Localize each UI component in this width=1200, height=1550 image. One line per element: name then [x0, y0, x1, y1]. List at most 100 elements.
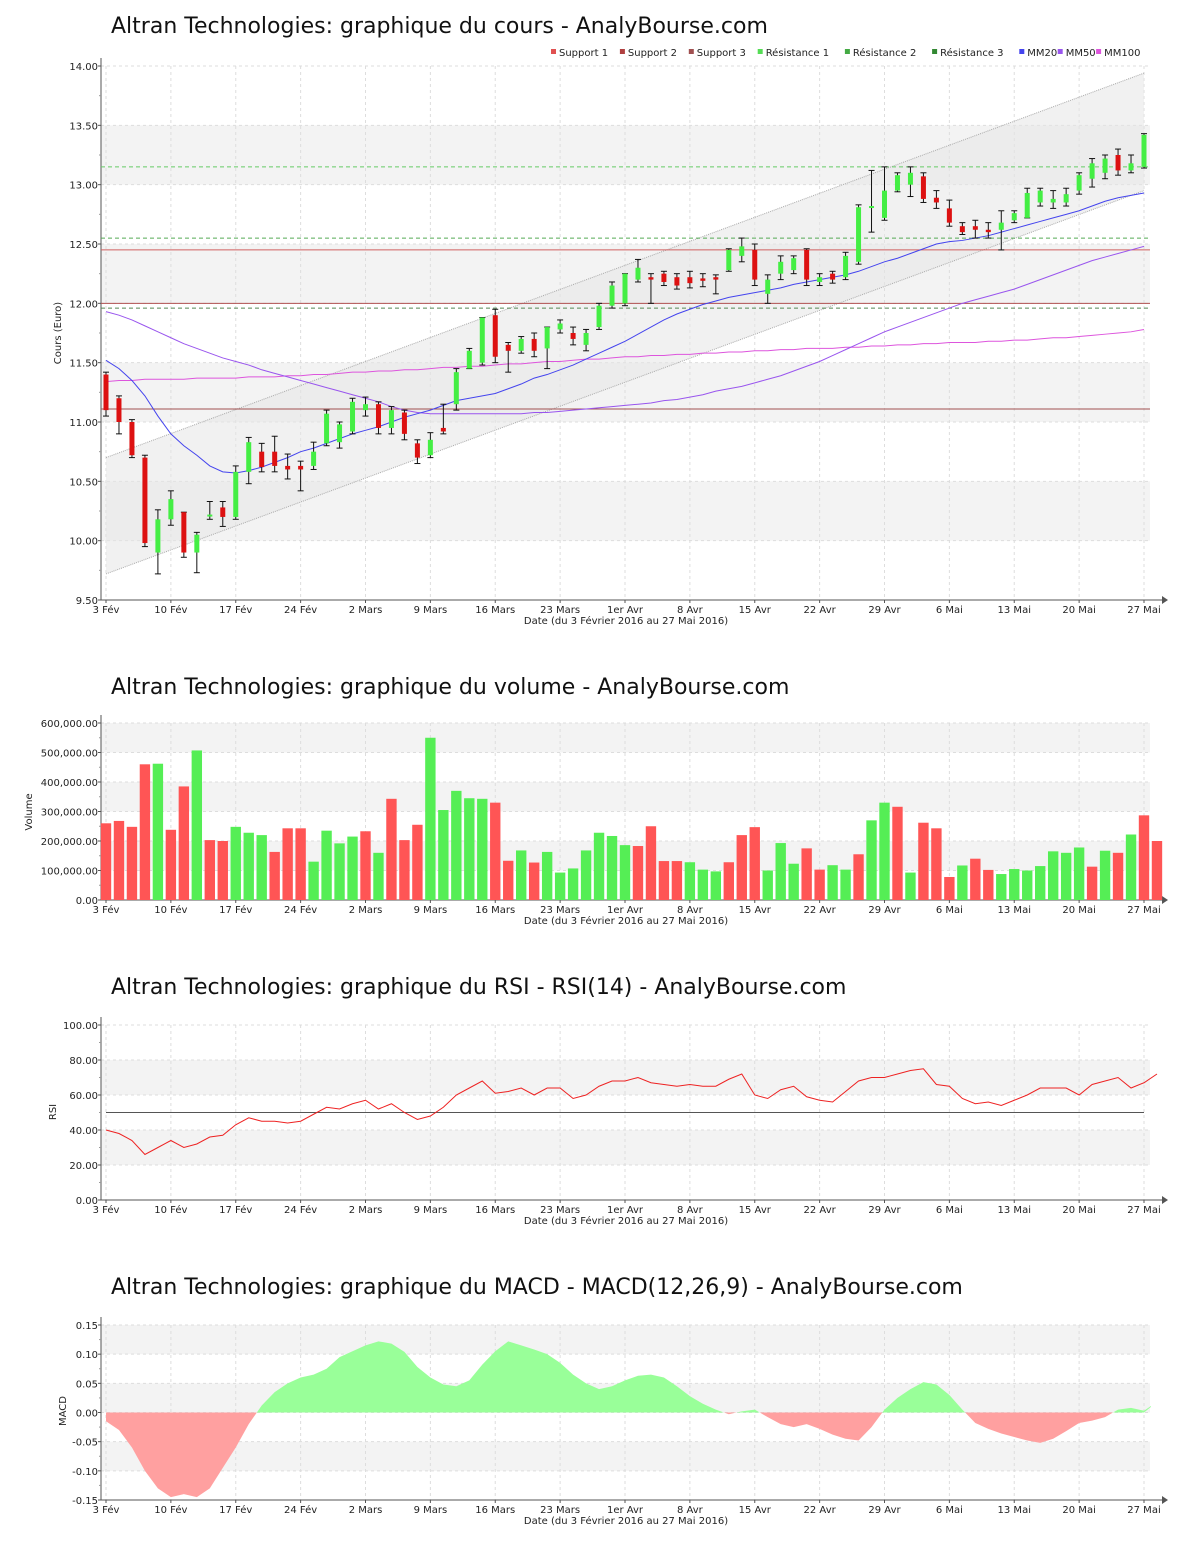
- volume-bar-up: [957, 865, 968, 900]
- x-tick-label: 23 Mars: [540, 1205, 580, 1216]
- rsi-y-axis-label: RSI: [48, 1104, 59, 1120]
- candle-down: [570, 333, 576, 339]
- macd-y-axis-label: MACD: [58, 1396, 69, 1426]
- macd-area-positive: [106, 1341, 1151, 1413]
- volume-chart-title: Altran Technologies: graphique du volume…: [111, 675, 789, 700]
- y-tick-label: 100,000.00: [41, 867, 98, 878]
- y-tick-label: 0.00: [76, 1409, 98, 1420]
- price-chart-title: Altran Technologies: graphique du cours …: [111, 14, 768, 39]
- candle-down: [505, 344, 511, 351]
- x-tick-label: 1er Avr: [607, 905, 644, 916]
- volume-bar-down: [632, 846, 644, 900]
- x-tick-label: 6 Mai: [936, 1505, 963, 1516]
- volume-bar-up: [775, 843, 786, 900]
- x-tick-label: 16 Mars: [475, 1205, 515, 1216]
- legend-swatch: [932, 49, 938, 54]
- candle-up: [1141, 134, 1147, 167]
- legend-swatch: [1096, 49, 1102, 54]
- x-tick-label: 24 Fév: [284, 1204, 317, 1216]
- volume-bar-up: [866, 820, 877, 900]
- macd-chart: -0.15 -0.10 -0.05 0.00 0.05 0.10 0.15 3 Fév 10 F…: [72, 1317, 1168, 1516]
- candle-up: [324, 413, 330, 444]
- x-tick-label: 16 Mars: [475, 605, 515, 616]
- candle-down: [700, 278, 706, 281]
- x-axis-arrow: [1162, 1196, 1168, 1204]
- candle-up: [907, 172, 913, 185]
- y-tick-label: 11.00: [69, 418, 98, 429]
- x-tick-label: 1er Avr: [607, 1505, 644, 1516]
- candle-down: [220, 507, 226, 517]
- candle-down: [959, 226, 965, 233]
- candle-up: [817, 277, 823, 282]
- volume-bar-up: [580, 850, 592, 900]
- x-tick-label: 27 Mai: [1127, 905, 1160, 916]
- volume-bar-up: [373, 852, 384, 900]
- volume-bar-down: [282, 828, 293, 900]
- candle-down: [1115, 155, 1121, 171]
- x-tick-label: 27 Mai: [1127, 1505, 1160, 1516]
- candle-up: [363, 404, 368, 411]
- x-tick-label: 17 Fév: [219, 604, 252, 616]
- candle-up: [1050, 198, 1056, 203]
- candle-down: [648, 277, 654, 280]
- volume-bar-up: [451, 790, 462, 900]
- volume-bar-up: [762, 870, 773, 900]
- candle-up: [765, 279, 771, 294]
- volume-bar-down: [918, 822, 929, 900]
- candle-down: [661, 273, 667, 282]
- volume-bar-up: [334, 843, 345, 900]
- candle-up: [207, 514, 213, 517]
- volume-bar-down: [1086, 866, 1098, 900]
- y-tick-label: 0.15: [76, 1321, 98, 1332]
- volume-bar-up: [321, 830, 332, 900]
- volume-bar-down: [723, 862, 734, 900]
- y-tick-label: 300,000.00: [41, 808, 98, 819]
- x-tick-label: 10 Fév: [154, 604, 187, 616]
- candle-up: [518, 338, 524, 351]
- volume-bar-down: [126, 826, 138, 900]
- candle-up: [1128, 163, 1134, 171]
- volume-bar-down: [269, 851, 280, 900]
- y-tick-label: 12.50: [69, 240, 98, 251]
- candle-down: [531, 338, 537, 351]
- mm20-line: [105, 192, 1145, 474]
- candle-down: [181, 512, 187, 553]
- x-tick-label: 9 Mars: [414, 1205, 448, 1216]
- volume-bar-up: [1035, 866, 1046, 900]
- macd-chart-title: Altran Technologies: graphique du MACD -…: [111, 1275, 963, 1300]
- rsi-x-axis-label: Date (du 3 Février 2016 au 27 Mai 2016): [524, 1215, 728, 1227]
- volume-bar-down: [853, 854, 864, 900]
- volume-bar-up: [438, 810, 449, 900]
- y-tick-label: 60.00: [69, 1091, 98, 1102]
- volume-bar-up: [684, 862, 696, 900]
- x-tick-label: 2 Mars: [349, 905, 383, 916]
- legend-swatch: [1019, 49, 1025, 54]
- candle-up: [596, 305, 602, 328]
- x-tick-label: 20 Mai: [1062, 605, 1095, 616]
- candle-up: [869, 206, 875, 209]
- candle-up: [635, 267, 641, 280]
- y-tick-label: 10.00: [69, 537, 98, 548]
- x-tick-label: 6 Mai: [936, 1205, 963, 1216]
- candle-down: [414, 443, 420, 458]
- x-tick-label: 15 Avr: [739, 905, 772, 916]
- x-tick-label: 15 Avr: [739, 1505, 772, 1516]
- x-tick-label: 23 Mars: [540, 905, 580, 916]
- y-tick-label: 600,000.00: [41, 719, 98, 730]
- candle-up: [479, 317, 485, 363]
- candle-up: [557, 323, 563, 330]
- volume-bar-up: [230, 826, 241, 900]
- legend-label: MM100: [1104, 48, 1140, 59]
- volume-bar-up: [477, 798, 488, 900]
- x-tick-label: 9 Mars: [414, 905, 448, 916]
- x-tick-label: 15 Avr: [739, 1205, 772, 1216]
- volume-bar-down: [645, 826, 657, 900]
- y-tick-label: 80.00: [69, 1056, 98, 1067]
- volume-bar-up: [347, 836, 358, 900]
- legend-swatch: [551, 49, 556, 54]
- candle-down: [116, 398, 122, 422]
- trend-channel-lower: [105, 190, 1145, 575]
- legend-label: Support 2: [628, 48, 677, 59]
- candle-up: [427, 439, 433, 456]
